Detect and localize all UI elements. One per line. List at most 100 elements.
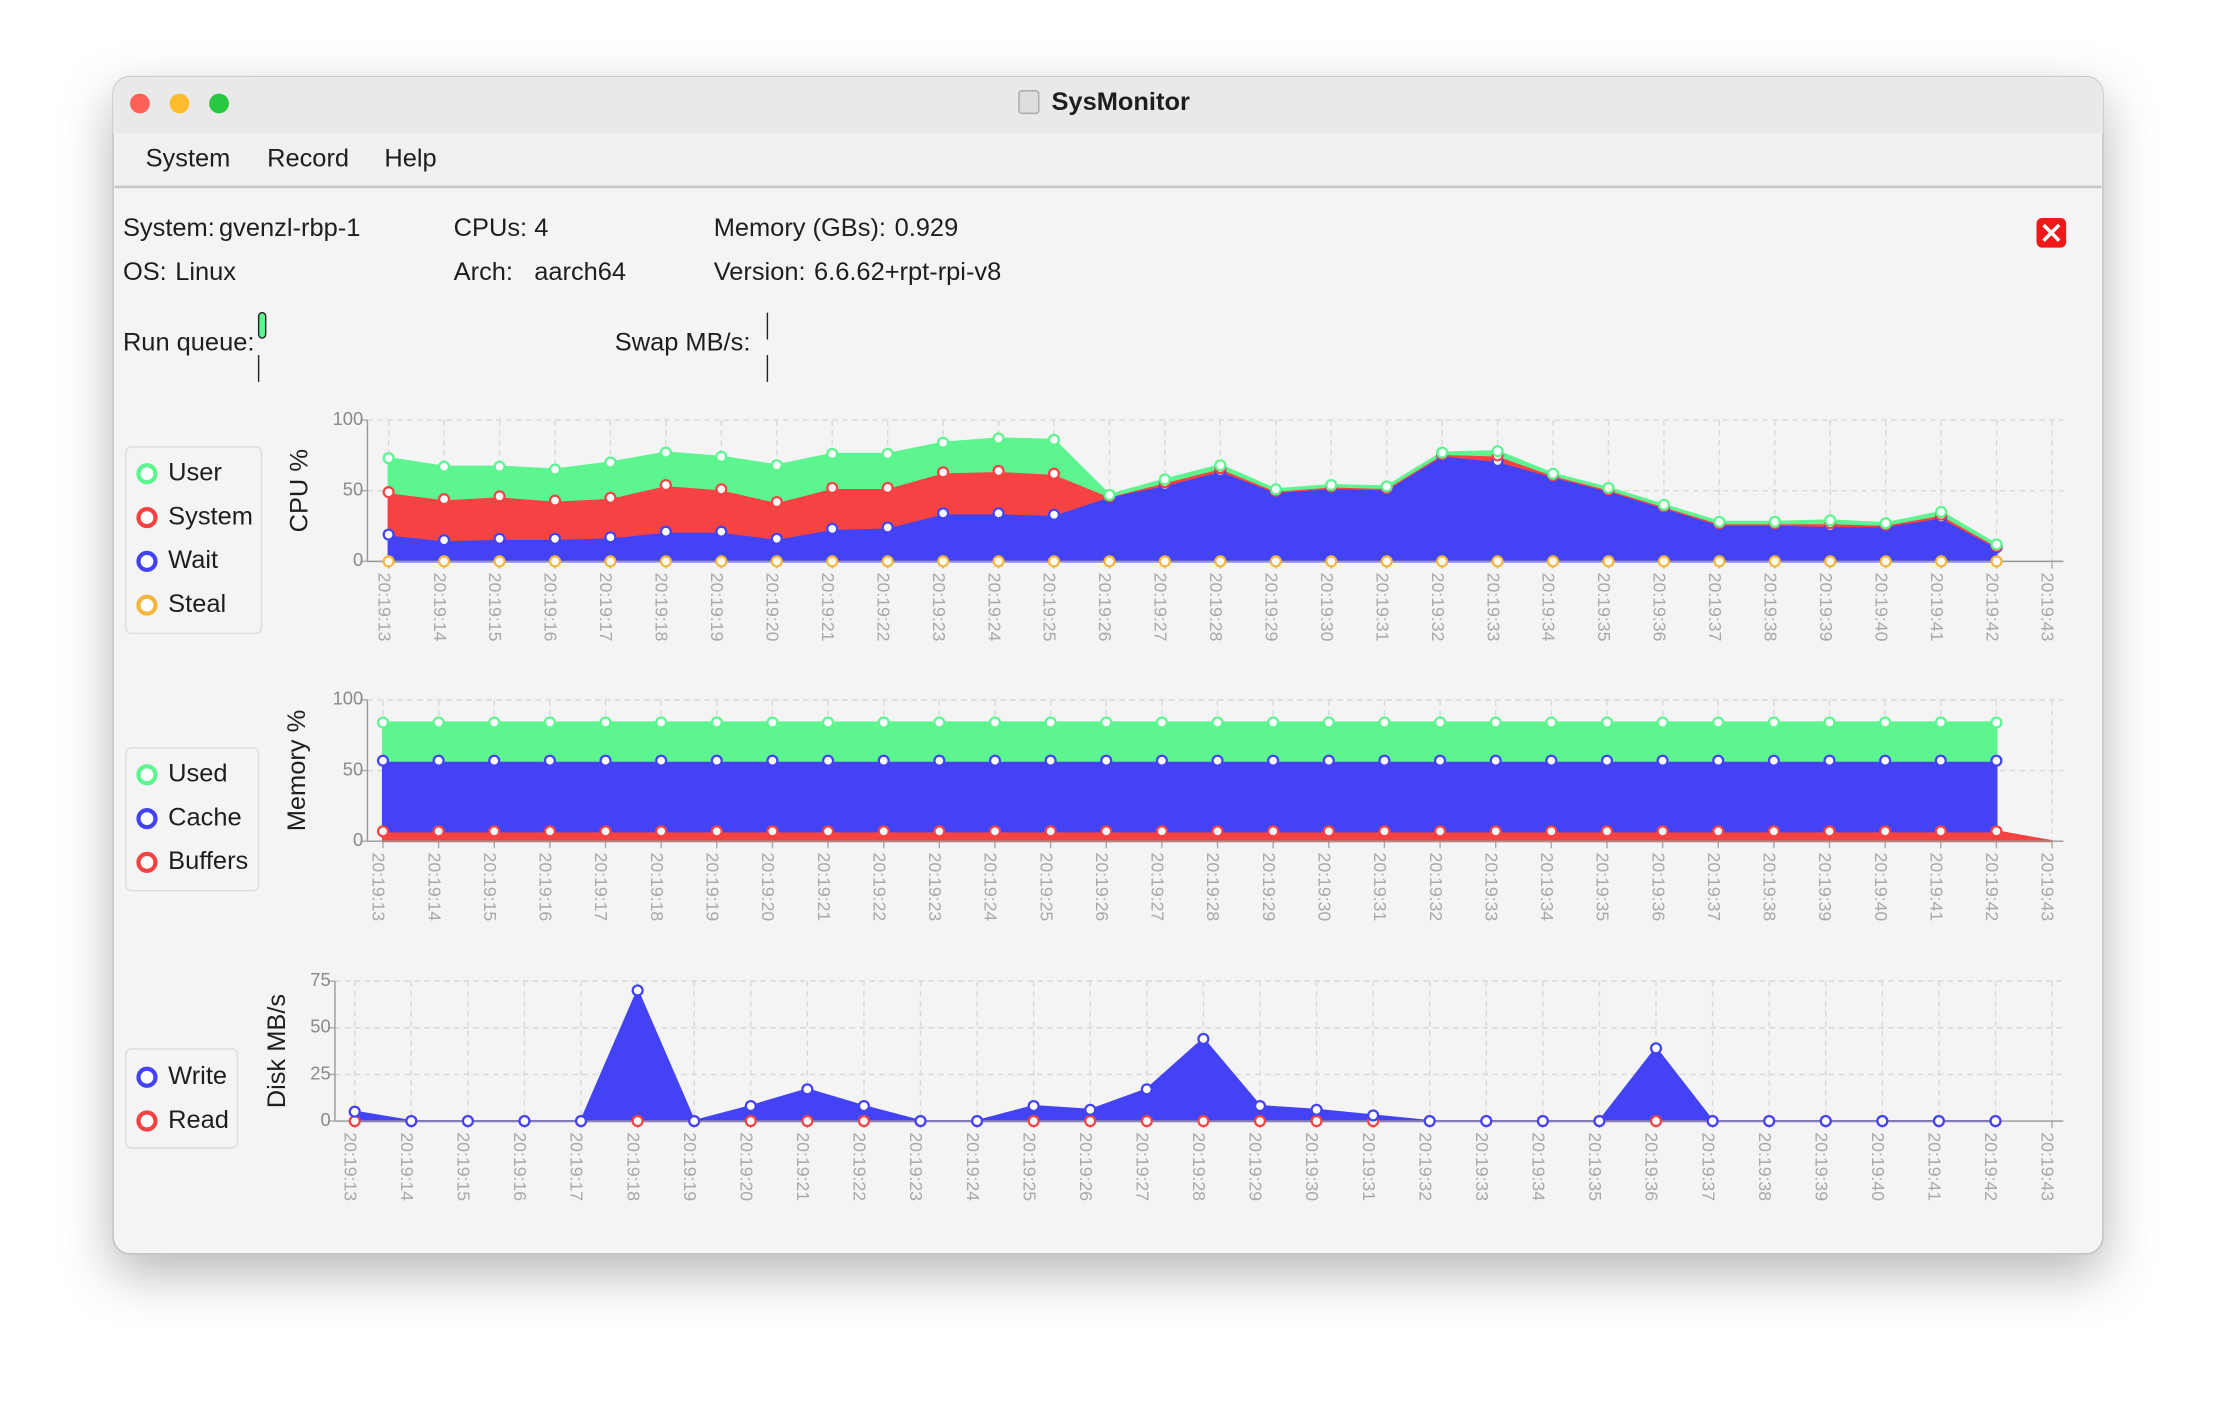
data-point xyxy=(826,447,839,461)
legend-label: Used xyxy=(168,760,227,788)
data-point xyxy=(1322,825,1335,838)
x-tick-label: 20:19:22 xyxy=(850,1132,870,1201)
x-tick-label: 20:19:38 xyxy=(1760,853,1780,922)
data-point xyxy=(1380,555,1393,568)
y-axis-label: CPU % xyxy=(286,449,314,532)
data-point xyxy=(1047,433,1061,446)
x-tick-label: 20:19:23 xyxy=(925,853,945,922)
x-tick-label: 20:19:20 xyxy=(736,1132,756,1201)
x-tick-label: 20:19:30 xyxy=(1314,853,1334,922)
data-point xyxy=(432,716,445,729)
data-point xyxy=(1536,1114,1549,1128)
x-tick-label: 20:19:25 xyxy=(1036,853,1056,922)
data-point xyxy=(543,716,556,729)
data-point xyxy=(488,825,501,838)
x-tick-label: 20:19:34 xyxy=(1529,1132,1549,1201)
x-tick-label: 20:19:32 xyxy=(1426,853,1446,922)
data-point xyxy=(1211,716,1224,729)
data-point xyxy=(877,716,890,729)
data-point xyxy=(822,825,835,838)
data-point xyxy=(488,754,501,767)
data-point xyxy=(1879,754,1892,767)
data-point xyxy=(382,486,395,499)
data-point xyxy=(1934,716,1947,729)
data-point xyxy=(1214,555,1227,568)
data-point xyxy=(1047,508,1061,521)
data-point xyxy=(801,1083,814,1096)
data-point xyxy=(1103,555,1116,568)
x-tick-label: 20:19:15 xyxy=(485,573,505,642)
x-tick-label: 20:19:33 xyxy=(1483,573,1503,642)
data-point xyxy=(992,555,1005,568)
data-point xyxy=(1367,1109,1380,1122)
data-point xyxy=(971,1114,984,1128)
zoom-button[interactable] xyxy=(209,93,229,114)
data-point xyxy=(438,460,451,473)
data-point xyxy=(488,716,501,729)
data-point xyxy=(1044,754,1057,767)
menu-item[interactable]: Help xyxy=(384,145,436,173)
data-point xyxy=(1027,1100,1040,1113)
x-tick-label: 20:19:25 xyxy=(1040,573,1060,642)
data-point xyxy=(655,754,668,767)
x-tick-label: 20:19:23 xyxy=(929,573,949,642)
legend-label: Wait xyxy=(168,546,218,574)
close-button[interactable] xyxy=(130,93,150,114)
x-tick-label: 20:19:35 xyxy=(1593,853,1613,922)
data-point xyxy=(992,432,1005,445)
legend-symbol xyxy=(136,550,158,572)
info-label: Swap MB/s: xyxy=(615,328,751,356)
x-tick-label: 20:19:21 xyxy=(818,573,838,642)
data-point xyxy=(1935,555,1948,568)
minimize-button[interactable] xyxy=(169,93,190,114)
data-point xyxy=(1253,1100,1267,1113)
x-tick-label: 20:19:36 xyxy=(1648,853,1668,922)
data-point xyxy=(1325,478,1338,492)
x-tick-label: 20:19:42 xyxy=(1982,853,2002,922)
data-point xyxy=(1158,473,1171,486)
data-point xyxy=(376,825,390,838)
y-tick-label: 25 xyxy=(310,1062,330,1083)
data-point xyxy=(992,464,1005,478)
data-point xyxy=(857,1114,871,1128)
x-tick-label: 20:19:26 xyxy=(1076,1132,1096,1201)
data-point xyxy=(1489,825,1502,838)
data-point xyxy=(376,716,390,729)
x-tick-label: 20:19:25 xyxy=(1019,1132,1039,1201)
x-tick-label: 20:19:26 xyxy=(1092,853,1112,922)
x-tick-label: 20:19:42 xyxy=(1982,573,2002,642)
data-point xyxy=(715,525,728,538)
menu-item[interactable]: System xyxy=(146,145,231,173)
data-point xyxy=(1767,825,1780,838)
x-tick-label: 20:19:24 xyxy=(981,853,1001,922)
x-tick-label: 20:19:32 xyxy=(1428,573,1448,642)
data-point xyxy=(1211,754,1224,767)
data-point xyxy=(826,555,839,568)
data-point xyxy=(1545,825,1558,838)
data-point xyxy=(1310,1114,1323,1128)
menu-item[interactable]: Record xyxy=(267,145,349,173)
y-tick-label: 75 xyxy=(310,969,330,990)
x-tick-label: 20:19:35 xyxy=(1594,573,1614,642)
data-point xyxy=(659,478,672,492)
data-point xyxy=(1546,467,1560,480)
data-point xyxy=(574,1114,588,1128)
data-point xyxy=(1593,1114,1606,1128)
data-point xyxy=(1100,825,1113,838)
data-point xyxy=(1158,555,1171,568)
x-tick-label: 20:19:21 xyxy=(814,853,834,922)
info-value: aarch64 xyxy=(534,258,626,286)
data-point xyxy=(1436,446,1449,459)
data-point xyxy=(382,555,395,568)
legend-label: Cache xyxy=(168,803,242,831)
info-label: CPUs: xyxy=(454,214,527,242)
data-point xyxy=(710,754,723,767)
x-tick-label: 20:19:38 xyxy=(1755,1132,1775,1201)
data-point xyxy=(1027,1114,1040,1128)
data-point xyxy=(405,1114,418,1128)
x-tick-label: 20:19:16 xyxy=(536,853,556,922)
window xyxy=(112,75,2104,1255)
x-tick-label: 20:19:24 xyxy=(963,1132,983,1201)
x-tick-label: 20:19:36 xyxy=(1642,1132,1662,1201)
data-point xyxy=(992,507,1005,520)
